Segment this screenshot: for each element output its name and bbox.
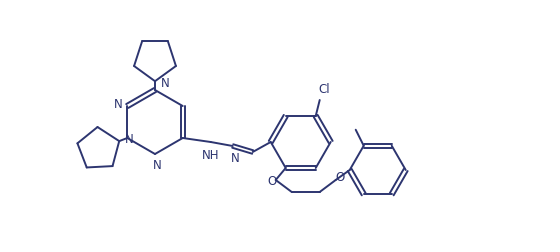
Text: N: N [161, 77, 170, 90]
Text: N: N [153, 159, 161, 172]
Text: NH: NH [202, 149, 220, 162]
Text: N: N [231, 152, 240, 165]
Text: O: O [335, 171, 344, 184]
Text: N: N [114, 98, 122, 110]
Text: O: O [267, 175, 276, 188]
Text: Cl: Cl [318, 83, 329, 96]
Text: N: N [125, 133, 134, 146]
